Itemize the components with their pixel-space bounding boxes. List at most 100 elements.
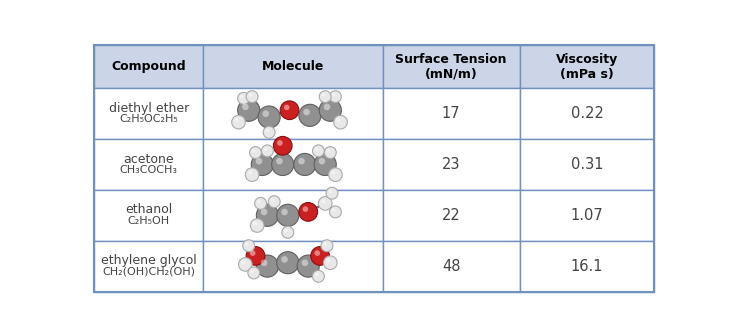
Text: Viscosity
(mPa s): Viscosity (mPa s): [556, 52, 618, 80]
Circle shape: [246, 247, 265, 265]
Circle shape: [277, 252, 299, 274]
Circle shape: [297, 255, 319, 277]
Circle shape: [261, 260, 267, 266]
Circle shape: [256, 204, 278, 226]
Circle shape: [337, 118, 340, 122]
Circle shape: [238, 99, 260, 121]
Circle shape: [282, 226, 293, 238]
Circle shape: [273, 137, 292, 155]
Circle shape: [261, 209, 267, 215]
Circle shape: [243, 240, 255, 252]
Bar: [94, 88, 203, 139]
Circle shape: [312, 270, 324, 282]
Bar: [203, 45, 383, 88]
Circle shape: [246, 91, 258, 103]
Circle shape: [318, 197, 332, 210]
Text: 0.22: 0.22: [571, 106, 604, 121]
Bar: [520, 88, 654, 139]
Circle shape: [319, 99, 342, 121]
Circle shape: [328, 190, 332, 193]
Text: 16.1: 16.1: [571, 259, 603, 274]
Bar: [520, 139, 654, 190]
Circle shape: [315, 147, 318, 151]
Circle shape: [299, 104, 321, 127]
Circle shape: [239, 258, 252, 271]
Circle shape: [248, 171, 252, 175]
Bar: [383, 45, 520, 88]
Circle shape: [272, 153, 293, 175]
Bar: [520, 241, 654, 291]
Circle shape: [299, 203, 318, 221]
Text: C₂H₅OH: C₂H₅OH: [128, 216, 170, 226]
Circle shape: [281, 209, 288, 215]
Bar: [203, 241, 383, 291]
Circle shape: [293, 153, 316, 175]
Text: ethylene glycol: ethylene glycol: [101, 254, 196, 267]
Circle shape: [264, 147, 267, 151]
Bar: [520, 190, 654, 241]
Circle shape: [323, 104, 330, 110]
Circle shape: [324, 147, 337, 158]
Bar: [383, 241, 520, 291]
Text: CH₃COCH₃: CH₃COCH₃: [120, 165, 177, 175]
Text: Molecule: Molecule: [262, 60, 324, 73]
Circle shape: [312, 145, 324, 157]
Circle shape: [263, 110, 269, 117]
Circle shape: [298, 158, 305, 165]
Circle shape: [280, 101, 299, 119]
Circle shape: [256, 255, 278, 277]
Circle shape: [326, 259, 330, 263]
Circle shape: [242, 104, 249, 110]
Circle shape: [329, 91, 342, 103]
Circle shape: [277, 140, 283, 146]
Bar: [203, 190, 383, 241]
Circle shape: [248, 267, 260, 279]
Circle shape: [327, 149, 330, 153]
Circle shape: [318, 158, 325, 165]
Circle shape: [263, 127, 275, 138]
Circle shape: [332, 93, 335, 97]
Bar: [94, 139, 203, 190]
Circle shape: [238, 92, 250, 104]
Circle shape: [328, 168, 342, 182]
Circle shape: [248, 93, 252, 97]
Circle shape: [234, 118, 239, 122]
Circle shape: [241, 260, 245, 264]
Circle shape: [321, 240, 333, 252]
Circle shape: [276, 158, 283, 165]
Circle shape: [315, 273, 318, 276]
Circle shape: [321, 199, 325, 204]
Circle shape: [331, 171, 335, 175]
Text: 48: 48: [442, 259, 461, 274]
Text: Compound: Compound: [112, 60, 186, 73]
Circle shape: [240, 95, 244, 98]
Bar: [383, 88, 520, 139]
Circle shape: [252, 149, 256, 153]
Bar: [94, 45, 203, 88]
Text: 23: 23: [442, 157, 461, 172]
Text: acetone: acetone: [123, 153, 174, 166]
Circle shape: [255, 158, 262, 165]
Circle shape: [301, 260, 308, 266]
Circle shape: [326, 187, 338, 199]
Circle shape: [261, 145, 273, 157]
Circle shape: [257, 200, 261, 204]
Text: 22: 22: [442, 208, 461, 223]
Bar: [94, 190, 203, 241]
Circle shape: [245, 242, 249, 246]
Circle shape: [322, 93, 325, 97]
Circle shape: [303, 206, 308, 212]
Bar: [203, 88, 383, 139]
Text: 17: 17: [442, 106, 461, 121]
Text: ethanol: ethanol: [125, 203, 172, 216]
Circle shape: [315, 250, 320, 256]
Circle shape: [323, 242, 327, 246]
Text: C₂H₅OC₂H₅: C₂H₅OC₂H₅: [119, 114, 178, 124]
Circle shape: [277, 204, 299, 226]
Circle shape: [250, 219, 264, 232]
Circle shape: [271, 198, 274, 202]
Text: CH₂(OH)CH₂(OH): CH₂(OH)CH₂(OH): [102, 267, 195, 277]
Circle shape: [231, 115, 245, 129]
Circle shape: [319, 91, 331, 103]
Circle shape: [284, 105, 290, 110]
